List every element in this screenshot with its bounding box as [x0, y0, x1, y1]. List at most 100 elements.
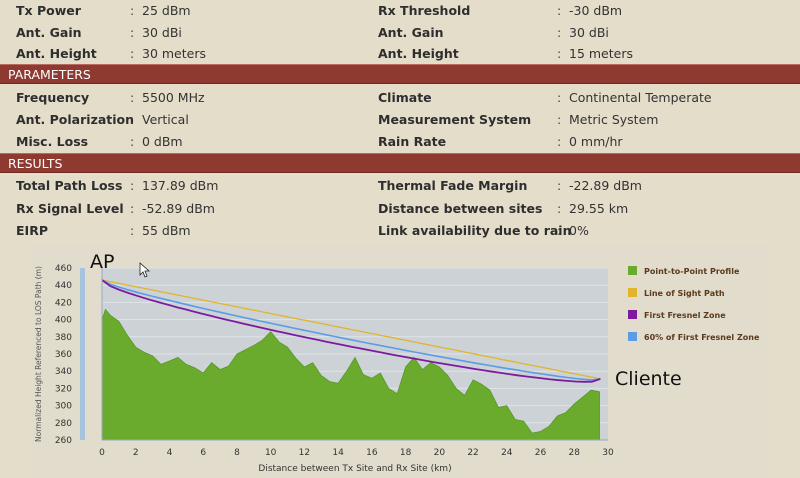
endpoint-label-cliente: Cliente — [615, 368, 682, 390]
left-value: 0 dBm — [142, 134, 183, 149]
x-tick-label: 28 — [569, 448, 581, 458]
y-tick-label: 320 — [55, 384, 72, 394]
left-value: 30 dBi — [142, 24, 182, 40]
x-tick-label: 0 — [99, 448, 105, 458]
sixty-percent-fresnel-zone — [101, 279, 601, 381]
colon-separator: : — [557, 134, 562, 149]
colon-separator: : — [557, 223, 562, 238]
colon-separator: : — [130, 46, 135, 61]
colon-separator: : — [557, 178, 562, 193]
y-tick-label: 380 — [55, 333, 72, 343]
x-tick-label: 10 — [265, 448, 277, 458]
y-tick-label: 360 — [55, 350, 72, 360]
legend-label: 60% of First Fresnel Zone — [644, 333, 760, 342]
right-value: 0% — [569, 223, 589, 238]
endpoint-label-ap: AP — [90, 251, 114, 273]
left-label: Tx Power — [16, 3, 81, 18]
left-value: 5500 MHz — [142, 90, 205, 105]
colon-separator: : — [557, 200, 562, 216]
colon-separator: : — [557, 3, 562, 18]
y-tick-label: 260 — [55, 436, 72, 446]
colon-separator: : — [130, 134, 135, 149]
x-tick-label: 16 — [366, 448, 378, 458]
x-tick-label: 14 — [332, 448, 344, 458]
colon-separator: : — [557, 112, 562, 127]
right-value: 15 meters — [569, 46, 633, 61]
right-label: Distance between sites — [378, 200, 543, 216]
colon-separator: : — [130, 112, 135, 127]
param-row: Ant. Height:30 meters Ant. Height:15 mete… — [0, 43, 800, 65]
right-label: Rx Threshold — [378, 3, 471, 18]
left-value: 137.89 dBm — [142, 178, 219, 193]
right-value: -22.89 dBm — [569, 178, 642, 193]
y-tick-label: 280 — [55, 419, 72, 429]
right-label: Link availability due to rain — [378, 223, 572, 238]
left-label: Ant. Polarization — [16, 112, 135, 127]
right-label: Ant. Gain — [378, 24, 444, 40]
param-row: EIRP:55 dBm Link availability due to rain… — [0, 220, 800, 242]
legend-label: Point-to-Point Profile — [644, 267, 740, 276]
colon-separator: : — [130, 223, 135, 238]
left-value: -52.89 dBm — [142, 200, 215, 216]
left-label: Misc. Loss — [16, 134, 89, 149]
param-row: Tx Power:25 dBm Rx Threshold: -30 dBm — [0, 0, 800, 22]
left-label: Total Path Loss — [16, 178, 123, 193]
x-tick-label: 2 — [133, 448, 139, 458]
right-label: Climate — [378, 90, 432, 105]
right-value: 30 dBi — [569, 24, 609, 40]
colon-separator: : — [557, 90, 562, 105]
y-tick-label: 400 — [55, 316, 72, 326]
x-tick-label: 18 — [400, 448, 412, 458]
y-axis-title: Normalized Height Referenced to LOS Path… — [34, 266, 43, 442]
param-row: Total Path Loss: 137.89 dBm Thermal Fade M… — [0, 175, 800, 197]
mouse-cursor-icon — [139, 262, 151, 278]
right-label: Measurement System — [378, 112, 532, 127]
colon-separator: : — [130, 90, 135, 105]
link-profile-chart: 260 280 300 320 340 360 380 400 420 440 460 0 2 4 6 8 10… — [30, 244, 770, 478]
param-row: Ant. Gain:30 dBi Ant. Gain:30 dBi — [0, 22, 800, 44]
param-row: Frequency:5500 MHz Climate: Continental Te… — [0, 87, 800, 109]
y-tick-label: 460 — [55, 264, 72, 274]
left-value: 25 dBm — [142, 3, 191, 18]
left-value: 55 dBm — [142, 223, 191, 238]
right-label: Thermal Fade Margin — [378, 178, 528, 193]
terrain-profile-area — [101, 308, 600, 441]
left-value: Vertical — [142, 112, 189, 127]
right-value: Continental Temperate — [569, 90, 712, 105]
x-tick-label: 12 — [299, 448, 310, 458]
left-label: Ant. Height — [16, 46, 97, 61]
x-tick-label: 20 — [434, 448, 446, 458]
x-tick-label: 8 — [234, 448, 240, 458]
x-axis-title: Distance between Tx Site and Rx Site (km… — [258, 464, 451, 474]
right-value: 29.55 km — [569, 200, 629, 216]
y-tick-label: 300 — [55, 402, 72, 412]
colon-separator: : — [557, 46, 562, 61]
first-fresnel-zone — [101, 279, 601, 383]
right-label: Rain Rate — [378, 134, 447, 149]
left-value: 30 meters — [142, 46, 206, 61]
x-tick-label: 6 — [200, 448, 206, 458]
x-tick-label: 4 — [167, 448, 173, 458]
param-row: Misc. Loss:0 dBm Rain Rate:0 mm/hr — [0, 131, 800, 153]
x-tick-label: 24 — [501, 448, 513, 458]
left-label: Ant. Gain — [16, 24, 82, 40]
left-label: Frequency — [16, 90, 90, 105]
right-value: 0 mm/hr — [569, 134, 623, 149]
y-tick-label: 340 — [55, 367, 72, 377]
left-label: Rx Signal Level — [16, 200, 124, 216]
x-tick-label: 30 — [602, 448, 614, 458]
colon-separator: : — [130, 24, 135, 40]
colon-separator: : — [130, 3, 135, 18]
x-tick-label: 22 — [467, 448, 478, 458]
right-label: Ant. Height — [378, 46, 459, 61]
colon-separator: : — [130, 200, 135, 216]
legend-label: Line of Sight Path — [644, 289, 725, 298]
param-row: Ant. Polarization: Vertical Measurement Sy… — [0, 109, 800, 131]
legend-swatch — [628, 266, 637, 275]
right-value: -30 dBm — [569, 3, 623, 18]
colon-separator: : — [557, 24, 562, 40]
section-header-results: RESULTS — [0, 153, 800, 173]
section-header-parameters: PARAMETERS — [0, 64, 800, 84]
legend-label: First Fresnel Zone — [644, 311, 726, 320]
